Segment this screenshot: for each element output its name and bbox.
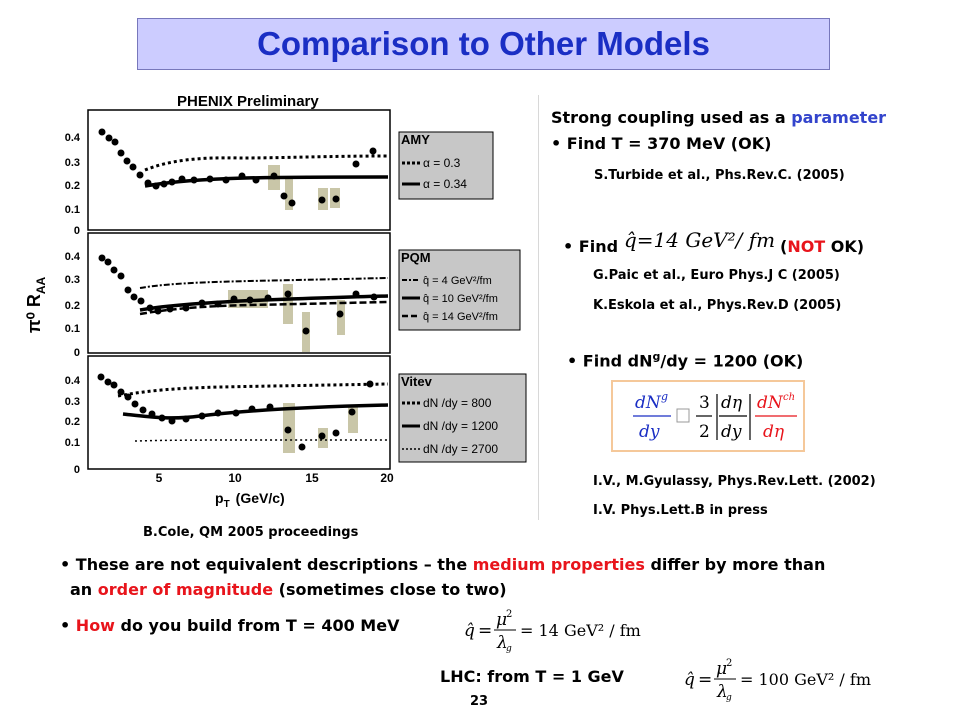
svg-text:α = 0.3: α = 0.3 bbox=[423, 156, 461, 170]
svg-text:μ: μ bbox=[716, 659, 727, 679]
x-ticks: 5 10 15 20 bbox=[156, 471, 394, 485]
strong-coupling-line: Strong coupling used as a parameter bbox=[551, 108, 887, 127]
svg-text:=: = bbox=[478, 621, 492, 641]
qhat-formula-lhc: q̂ = μ2 λg = 100 GeV² / fm bbox=[684, 658, 871, 702]
svg-text:0.3: 0.3 bbox=[65, 157, 80, 169]
bullet-how: • How do you build from T = 400 MeV bbox=[60, 616, 400, 635]
y-ticks: 0.4 0.3 0.2 0.1 0 0.4 0.3 0.2 0.1 0 0.4 … bbox=[65, 132, 81, 476]
svg-text:0.4: 0.4 bbox=[65, 132, 81, 144]
legend-pqm: PQM q̂ = 4 GeV²/fm q̂ = 10 GeV²/fm q̂ = … bbox=[398, 249, 521, 331]
page-number: 23 bbox=[470, 694, 489, 709]
svg-text:20: 20 bbox=[380, 471, 394, 485]
svg-text:0: 0 bbox=[74, 225, 80, 237]
dn-dy-formula: dN g dy 3 2 dη dy dN ch dη bbox=[633, 390, 797, 442]
svg-text:μ: μ bbox=[496, 610, 507, 630]
x-axis-label: pT (GeV/c) bbox=[215, 490, 285, 510]
svg-text:dN: dN bbox=[757, 393, 784, 413]
svg-text:g: g bbox=[726, 693, 732, 702]
svg-text:AMY: AMY bbox=[401, 132, 430, 147]
ref-gyulassy: I.V., M.Gyulassy, Phys.Rev.Lett. (2002) bbox=[593, 474, 876, 489]
svg-text:dy: dy bbox=[721, 422, 742, 442]
find-T-bullet: • Find T = 370 MeV (OK) bbox=[551, 134, 772, 153]
not-ok-label: (NOT OK) bbox=[780, 237, 865, 256]
svg-text:λ: λ bbox=[496, 633, 508, 653]
svg-text:3: 3 bbox=[699, 393, 710, 413]
plot-credit: B.Cole, QM 2005 proceedings bbox=[143, 525, 359, 540]
svg-text:=: = bbox=[698, 670, 712, 690]
svg-text:Vitev: Vitev bbox=[401, 374, 433, 389]
svg-text:5: 5 bbox=[156, 471, 163, 485]
legend-vitev: Vitev dN /dy = 800 dN /dy = 1200 dN /dy … bbox=[398, 373, 527, 463]
panel-frame-amy bbox=[87, 109, 391, 231]
svg-text:ch: ch bbox=[783, 392, 795, 403]
column-divider bbox=[538, 95, 539, 520]
svg-text:g: g bbox=[661, 390, 668, 403]
svg-text:0.3: 0.3 bbox=[65, 396, 80, 408]
svg-text:dN /dy = 800: dN /dy = 800 bbox=[423, 396, 492, 410]
svg-text:q̂ = 14 GeV²/fm: q̂ = 14 GeV²/fm bbox=[423, 311, 498, 323]
find-qhat-bullet: • Find bbox=[563, 237, 619, 256]
ref-paic: G.Paic et al., Euro Phys.J C (2005) bbox=[593, 268, 840, 283]
svg-text:0.4: 0.4 bbox=[65, 375, 81, 387]
svg-text:PQM: PQM bbox=[401, 250, 431, 265]
svg-text:0.2: 0.2 bbox=[65, 180, 80, 192]
bullet-equivalent-line2: an order of magnitude (sometimes close t… bbox=[70, 580, 507, 599]
svg-text:2: 2 bbox=[699, 422, 710, 442]
bullet-equivalent-line1: • These are not equivalent descriptions … bbox=[60, 555, 826, 574]
svg-text:α = 0.34: α = 0.34 bbox=[423, 177, 467, 191]
svg-text:0.1: 0.1 bbox=[65, 323, 80, 335]
svg-text:0.2: 0.2 bbox=[65, 300, 80, 312]
panel-vitev-data bbox=[97, 373, 389, 453]
svg-text:0.1: 0.1 bbox=[65, 204, 80, 216]
svg-text:0.2: 0.2 bbox=[65, 416, 80, 428]
panel-amy-data bbox=[98, 128, 389, 210]
legend-amy: AMY α = 0.3 α = 0.34 bbox=[398, 131, 494, 200]
svg-text:0: 0 bbox=[74, 347, 80, 359]
panel-frame-vitev bbox=[87, 355, 391, 470]
svg-text:q̂: q̂ bbox=[684, 670, 695, 690]
svg-text:λ: λ bbox=[716, 682, 728, 702]
ref-turbide: S.Turbide et al., Phs.Rev.C. (2005) bbox=[594, 168, 845, 183]
qhat-formula: q̂=14 GeV²/ fm bbox=[624, 228, 776, 252]
svg-text:π⁰ RAA: π⁰ RAA bbox=[24, 277, 48, 334]
svg-text:dN: dN bbox=[635, 393, 662, 413]
svg-text:g: g bbox=[506, 644, 512, 653]
ref-vitev: I.V. Phys.Lett.B in press bbox=[593, 503, 768, 518]
svg-text:0.3: 0.3 bbox=[65, 274, 80, 286]
qhat-formula-400: q̂ = μ2 λg = 14 GeV² / fm bbox=[464, 609, 641, 653]
svg-text:0.4: 0.4 bbox=[65, 251, 81, 263]
svg-text:10: 10 bbox=[228, 471, 242, 485]
svg-text:= 14 GeV² / fm: = 14 GeV² / fm bbox=[520, 621, 641, 640]
panel-frame-pqm bbox=[87, 232, 391, 354]
svg-text:0: 0 bbox=[74, 464, 80, 476]
svg-text:= 100 GeV² / fm: = 100 GeV² / fm bbox=[740, 670, 871, 689]
title-banner: Comparison to Other Models bbox=[137, 18, 830, 70]
plot-header: PHENIX Preliminary bbox=[177, 93, 319, 110]
svg-text:q̂ = 4 GeV²/fm: q̂ = 4 GeV²/fm bbox=[423, 275, 492, 287]
svg-text:15: 15 bbox=[305, 471, 319, 485]
find-dn-bullet: • Find dNg/dy = 1200 (OK) bbox=[567, 350, 804, 371]
raa-figure: PHENIX Preliminary π⁰ RAA 0.4 0.3 0.2 0.… bbox=[24, 93, 527, 510]
panel-pqm-data bbox=[98, 254, 389, 352]
svg-text:dN /dy = 2700: dN /dy = 2700 bbox=[423, 442, 498, 456]
svg-text:q̂ = 10 GeV²/fm: q̂ = 10 GeV²/fm bbox=[423, 293, 498, 305]
slide-title: Comparison to Other Models bbox=[257, 25, 710, 62]
y-axis-label: π⁰ RAA bbox=[24, 277, 48, 334]
dn-dy-formula-box: dN g dy 3 2 dη dy dN ch dη bbox=[611, 380, 805, 452]
svg-text:q̂: q̂ bbox=[464, 621, 475, 641]
svg-text:0.1: 0.1 bbox=[65, 437, 80, 449]
svg-text:dη: dη bbox=[763, 422, 785, 442]
svg-text:dN /dy = 1200: dN /dy = 1200 bbox=[423, 419, 498, 433]
svg-text:2: 2 bbox=[726, 658, 732, 669]
svg-text:2: 2 bbox=[506, 609, 512, 620]
lhc-line: LHC: from T = 1 GeV bbox=[440, 667, 624, 686]
ref-eskola: K.Eskola et al., Phys.Rev.D (2005) bbox=[593, 298, 842, 313]
svg-text:dy: dy bbox=[639, 422, 660, 442]
svg-text:dη: dη bbox=[721, 393, 743, 413]
